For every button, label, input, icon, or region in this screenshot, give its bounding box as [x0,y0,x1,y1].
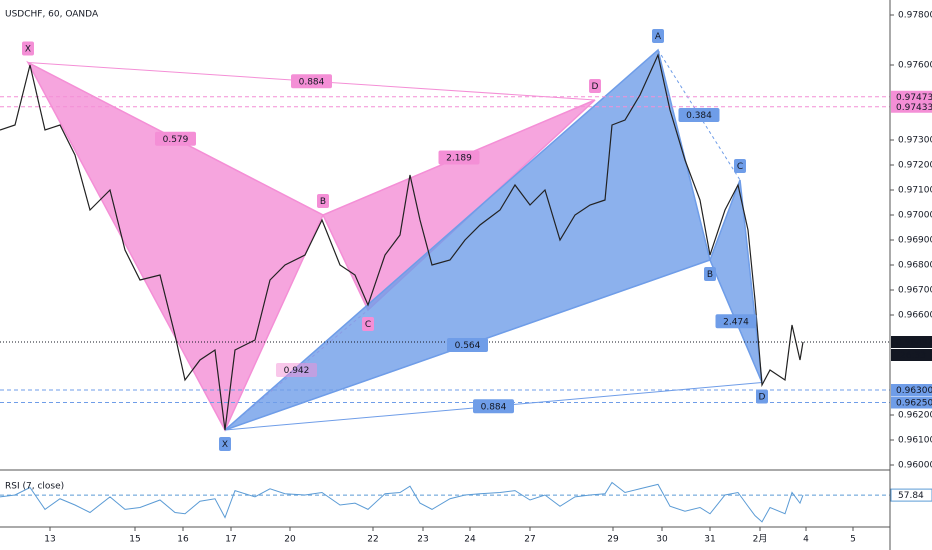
point-label: D [759,393,766,403]
point-label: A [655,32,662,42]
ratio-box [678,108,720,122]
pattern-leg [657,49,741,181]
y-tick-label: 0.96100 [898,436,932,446]
y-tick-label: 0.96200 [898,411,932,421]
x-tick-label: 16 [177,535,189,545]
y-tick-label: 0.97200 [898,161,932,171]
ratio-label: 2.189 [446,154,472,164]
y-tick-label: 0.97800 [898,11,932,21]
x-tick-label: 2月 [753,534,768,545]
point-box [22,41,34,56]
ratio-box [276,363,317,377]
x-tick-label: 13 [44,535,55,545]
chart-title: USDCHF, 60, OANDA [5,10,99,20]
y-tick-label: 0.97300 [898,136,932,146]
x-tick-label: 22 [367,535,378,545]
point-label: C [365,320,371,330]
x-tick-label: 30 [656,535,668,545]
level-box [891,396,932,409]
point-box [589,79,601,93]
x-tick-label: 29 [607,535,619,545]
point-box [362,317,374,331]
x-tick-label: 5 [850,535,856,545]
y-tick-label: 0.96000 [898,461,932,471]
x-tick-label: 15 [129,535,140,545]
ratio-box [447,338,488,352]
y-tick-label: 0.96600 [898,311,932,321]
level-box [891,384,932,396]
ratio-box [715,314,757,329]
point-box [652,29,664,43]
level-box [891,336,932,348]
point-label: X [222,440,228,450]
y-tick-label: 0.97100 [898,186,932,196]
countdown: 26:33 [900,351,926,361]
x-tick-label: 4 [803,535,809,545]
ratio-label: 0.884 [299,77,325,87]
x-tick-label: 24 [464,535,476,545]
rsi-line [0,481,804,523]
y-tick-label: 0.96800 [898,261,932,271]
ratio-label: 0.384 [686,111,712,121]
rsi-title: RSI (7, close) [5,482,64,492]
countdown-box [891,349,932,361]
x-tick-label: 31 [704,535,715,545]
x-tick-label: 20 [284,535,296,545]
level-box [891,90,932,103]
point-label: D [592,82,599,92]
y-tick-label: 0.96900 [898,236,932,246]
ratio-box [291,74,332,89]
level-label: 0.96250 [896,399,932,409]
y-tick-label: 0.96700 [898,286,932,296]
ratio-box [438,150,480,165]
overlay: 0.97800 0.97600 0.97300 0.97200 0.97100 0.970… [22,11,932,545]
point-label: B [707,270,713,280]
x-tick-label: 27 [524,535,535,545]
ratio-label: 0.564 [455,341,481,351]
y-tick-label: 0.97600 [898,61,932,71]
point-label: C [737,162,743,172]
point-box [734,159,746,173]
ratio-label: 0.579 [163,135,189,145]
point-box [317,194,329,208]
ratio-label: 2.474 [723,317,749,327]
level-label: 0.96300 [896,386,932,396]
x-tick-label: 17 [225,535,236,545]
price-line [0,53,804,431]
rsi-value-label: 57.84 [898,491,924,501]
ratio-box [473,399,514,414]
point-box [756,389,768,404]
y-tick-label: 0.97000 [898,211,932,221]
level-box [891,100,932,113]
level-label: 0.96492 [896,338,932,348]
point-box [219,437,231,451]
x-tick-label: 23 [417,535,428,545]
plot [0,14,894,531]
point-box [704,267,716,281]
point-label: B [320,197,326,207]
level-label: 0.97433 [896,103,932,113]
pattern-fills [26,48,763,432]
rsi-value-box [890,488,932,502]
level-label: 0.97473 [896,93,932,103]
ratio-label: 0.942 [284,366,310,376]
ratio-label: 0.884 [481,402,507,412]
point-label: X [25,45,31,55]
ratio-box [155,131,196,146]
